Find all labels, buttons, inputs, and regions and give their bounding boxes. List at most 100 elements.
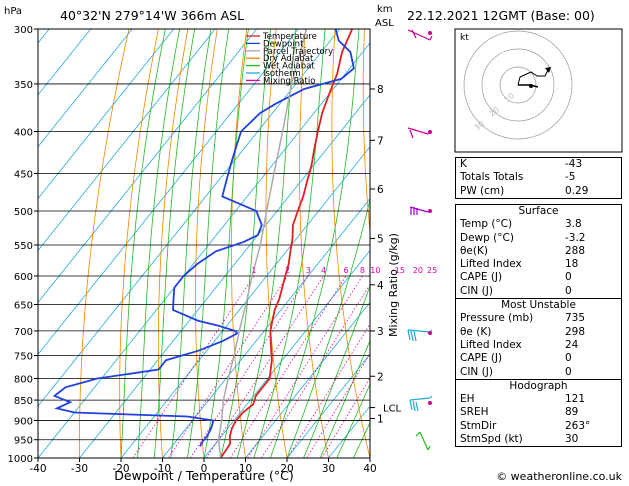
- legend-entry: Dry Adiabat: [263, 54, 314, 64]
- mixing-ratio-line: [306, 353, 370, 458]
- km-tick-label: 4: [377, 280, 384, 292]
- wind-barb: [415, 431, 431, 451]
- indices-table: K -43 Totals Totals -5 PW (cm) 0.29: [455, 157, 622, 199]
- pressure-tick-label: 350: [14, 80, 33, 91]
- x-tick-label: 30: [322, 463, 335, 475]
- pressure-tick-label: 950: [14, 436, 33, 447]
- mixing-ratio-label: 25: [427, 266, 437, 275]
- isotherm-line: [79, 94, 370, 458]
- most-unstable-row: CIN (J) 0: [460, 365, 572, 378]
- pressure-tick-label: 450: [14, 169, 33, 180]
- x-tick-label: -30: [71, 463, 88, 475]
- most-unstable-row: Pressure (mb) 735: [460, 312, 586, 325]
- hodograph-ring-30: [463, 30, 573, 140]
- isotherm-line: [38, 29, 175, 200]
- hodograph-storm-dot: [529, 84, 533, 88]
- mixing-ratio-label: 20: [413, 266, 423, 275]
- plot-area: [38, 29, 370, 458]
- index-row-totals: Totals Totals -5: [460, 171, 576, 184]
- surface-row: CIN (J) 0: [460, 284, 572, 297]
- hodograph-row: EH 121: [460, 393, 586, 406]
- mixing-ratio-label: 6: [343, 266, 348, 275]
- surface-title: Surface: [518, 205, 559, 217]
- x-tick-label: 20: [280, 463, 293, 475]
- pressure-tick-label: 800: [14, 374, 33, 385]
- dry-adiabat-line: [362, 29, 370, 236]
- km-tick-label: 8: [377, 84, 384, 96]
- mixing-ratio-label: 15: [395, 266, 405, 275]
- pressure-tick-label: 500: [14, 207, 33, 218]
- legend-entry: Dewpoint: [263, 39, 304, 49]
- pressure-tick-label: 400: [14, 128, 33, 139]
- isotherm-line: [38, 29, 133, 148]
- pressure-tick-label: 700: [14, 327, 33, 338]
- x-tick-label: -10: [154, 463, 171, 475]
- isotherm-line: [38, 29, 216, 252]
- series-dewpoint: [52, 29, 355, 447]
- datetime-label: 22.12.2021 12GMT (Base: 00): [407, 8, 595, 23]
- series-parcel-trajectory: [217, 29, 308, 458]
- mixing-ratio-line: [261, 283, 370, 458]
- wind-barb-dot: [428, 130, 432, 134]
- mixing-ratio-label: 1: [251, 266, 256, 275]
- surface-row: Lifted Index 18: [460, 258, 579, 271]
- wind-barb-dot: [428, 209, 432, 213]
- hodograph-ring-20: [481, 48, 555, 122]
- x-tick-label: 40: [363, 463, 376, 475]
- mixing-ratio-label: 3: [306, 266, 311, 275]
- km-tick-label: 1: [377, 413, 384, 425]
- wet-adiabat-line: [319, 339, 370, 458]
- index-row-pw: PW (cm) 0.29: [460, 184, 589, 197]
- pressure-tick-label: 850: [14, 396, 33, 407]
- legend-entry: Temperature: [262, 32, 317, 42]
- surface-row: Temp (°C) 3.8: [460, 218, 582, 231]
- series-temperature: [219, 29, 354, 458]
- hodograph-table-title: Hodograph: [456, 378, 621, 393]
- pressure-tick-label: 300: [14, 25, 33, 36]
- mixing-ratio-label: 10: [370, 266, 380, 275]
- legend-entry: Parcel Trajectory: [263, 47, 333, 57]
- mixing-ratio-line: [287, 323, 370, 458]
- isotherm-line: [245, 301, 370, 458]
- hodograph-row: SREH 89: [460, 406, 579, 419]
- asl-label: ASL: [375, 18, 394, 29]
- hpa-label: hPa: [4, 6, 22, 17]
- mixing-ratio-label: 2: [285, 266, 290, 275]
- mixing-ratio-line: [229, 275, 347, 458]
- legend-entry: Isotherm: [263, 69, 301, 79]
- location-label: 40°32'N 279°14'W 366m ASL: [60, 8, 244, 23]
- mixing-ratio-line: [206, 275, 324, 458]
- km-tick-label: 3: [377, 326, 384, 338]
- wind-barb: [409, 395, 433, 412]
- most-unstable-row: CAPE (J) 0: [460, 352, 572, 365]
- x-tick-label: -20: [112, 463, 129, 475]
- copyright-label: © weatheronline.co.uk: [496, 470, 622, 483]
- footer: © weatheronline.co.uk: [496, 470, 622, 483]
- mixing-ratio-label: 4: [321, 266, 326, 275]
- dry-adiabat-line: [394, 29, 453, 458]
- hodograph-trace: [517, 69, 549, 86]
- surface-row: Dewp (°C) -3.2: [460, 231, 586, 244]
- isotherm-line: [203, 249, 370, 458]
- index-row-k: K -43: [460, 158, 583, 170]
- mixing-ratio-label: 8: [360, 266, 365, 275]
- km-tick-label: 6: [377, 184, 384, 196]
- mixing-ratio-axis-title: Mixing Ratio (g/kg): [387, 233, 400, 337]
- hodograph-arrow: [545, 67, 551, 73]
- most-unstable-title: Most Unstable: [456, 298, 621, 312]
- isotherm-line: [38, 42, 370, 458]
- isotherm-line: [286, 353, 370, 458]
- wind-barb: [407, 329, 433, 342]
- x-tick-label: 0: [201, 463, 208, 475]
- pressure-tick-label: 650: [14, 301, 33, 312]
- wind-barb-dot: [428, 331, 432, 335]
- pressure-tick-label: 1000: [8, 454, 33, 465]
- most-unstable-row: θe (K) 298: [460, 325, 586, 338]
- km-tick-label: 7: [377, 135, 384, 147]
- hodograph-row: StmDir 263°: [460, 419, 591, 432]
- pressure-tick-label: 600: [14, 272, 33, 283]
- wind-barb: [407, 29, 433, 41]
- surface-row: CAPE (J) 0: [460, 271, 572, 284]
- hodograph: kt 10 20 30: [454, 28, 623, 153]
- wind-barb: [407, 127, 431, 139]
